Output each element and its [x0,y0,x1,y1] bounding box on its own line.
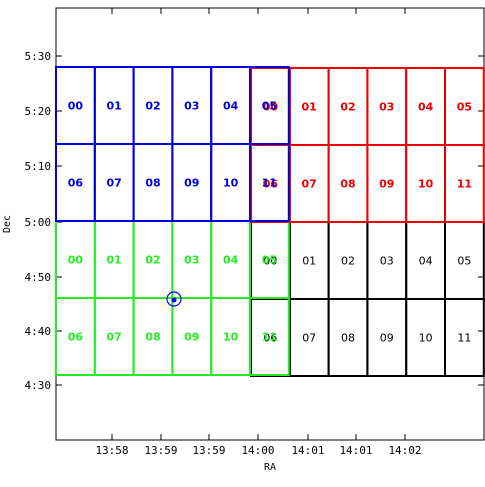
x-tick-label: 14:01 [339,444,372,457]
target-dot [171,297,177,303]
y-tick-label: 4:50 [25,271,52,284]
x-tick-label: 14:01 [291,444,324,457]
tile-label: 07 [302,332,316,345]
tile-label: 02 [341,255,355,268]
tile-label: 07 [302,178,317,191]
y-tick-label: 5:30 [25,50,52,63]
tile-label: 10 [223,331,239,344]
tile-label: 02 [145,254,160,267]
y-tick-label: 5:10 [25,160,52,173]
target-circle [166,291,182,307]
tile-label: 00 [263,101,279,114]
y-tick-label: 5:00 [25,216,52,229]
tile-label: 04 [419,255,433,268]
tile-label: 02 [145,100,160,113]
tile-label: 10 [223,177,239,190]
tile-label: 11 [457,332,471,345]
tile-label: 00 [263,255,277,268]
tile-label: 08 [341,332,355,345]
tile-label: 01 [302,255,316,268]
tile-label: 04 [223,100,239,113]
plot-frame [55,7,485,441]
tile-label: 09 [380,332,394,345]
tile-label: 08 [145,331,160,344]
tile-label: 09 [379,178,394,191]
tile-label: 06 [263,332,277,345]
tile-label: 05 [457,255,471,268]
tile-label: 03 [184,100,199,113]
tile-label: 08 [145,177,160,190]
y-axis-label: Dec [2,215,13,233]
tile-label: 10 [418,178,434,191]
tile-label: 09 [184,331,199,344]
tile-label: 05 [262,254,277,267]
tile-label: 03 [184,254,199,267]
tile-label: 03 [380,255,394,268]
tile-label: 03 [379,101,394,114]
tile-label: 11 [262,177,277,190]
tile-label: 07 [107,177,122,190]
x-tick-label: 13:59 [192,444,225,457]
tile-label: 11 [457,178,472,191]
tile-label: 00 [68,254,84,267]
target-marker [166,291,182,307]
tile-label: 00 [68,100,84,113]
tile-label: 01 [302,101,317,114]
tile-rect [444,144,485,223]
y-tick-label: 4:30 [25,379,52,392]
tile-label: 05 [457,101,472,114]
tile-label: 09 [184,177,199,190]
tile-mosaics [55,66,485,377]
y-tick-label: 4:40 [25,325,52,338]
x-axis-label: RA [264,462,276,473]
tile-label: 07 [107,331,122,344]
tile-label: 08 [340,178,355,191]
x-axis: 13:58 13:59 13:59 14:00 14:01 14:01 14:02 [95,8,422,457]
x-tick-label: 13:59 [144,444,177,457]
tile-rect [249,297,290,376]
tile-label: 06 [68,331,84,344]
tile-label: 06 [263,178,279,191]
tile-label: 02 [340,101,355,114]
tile-label: 01 [107,254,122,267]
tile-label: 05 [262,100,277,113]
y-tick-label: 5:20 [25,105,52,118]
x-tick-label: 14:00 [241,444,274,457]
tile-label: 06 [68,177,84,190]
tile-labels: 00 01 02 03 04 05 06 07 08 09 10 11 00 01 02 03 04 05 06 07… [68,100,472,345]
x-tick-label: 14:02 [388,444,421,457]
tile-label: 04 [418,101,434,114]
tile-label: 04 [223,254,239,267]
tile-label: 01 [107,100,122,113]
tile-rect [249,143,290,222]
tile-rect [444,298,485,377]
tile-label: 10 [419,332,433,345]
x-tick-label: 13:58 [95,444,128,457]
tile-label: 11 [262,331,277,344]
